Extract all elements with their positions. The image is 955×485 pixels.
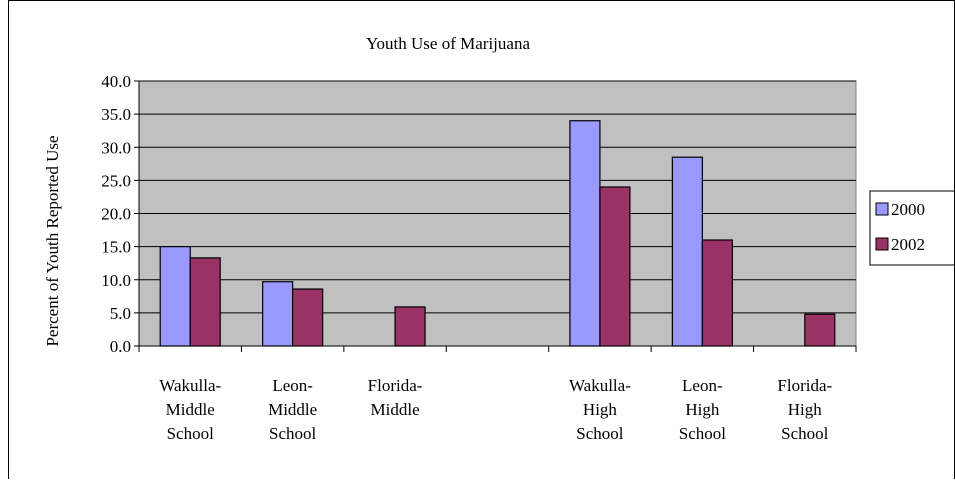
bar-2002 — [189, 257, 221, 347]
legend-label-2002: 2002 — [891, 235, 925, 254]
x-tick-label: Middle — [371, 400, 420, 419]
y-tick-label: 20.0 — [101, 205, 131, 224]
x-tick-label: High — [583, 400, 618, 419]
bar-2002 — [292, 288, 324, 347]
x-tick-label: Wakulla- — [159, 376, 221, 395]
bar-2000 — [159, 246, 191, 347]
bar-2002 — [701, 239, 733, 347]
plot-area: 0.0 5.0 10.0 15.0 20.0 25.0 30.0 35.0 40.0 Wakull… — [101, 72, 857, 443]
x-tick-label: Leon- — [682, 376, 723, 395]
y-axis-label: Percent of Youth Reported Use — [43, 135, 62, 346]
chart-frame: Youth Use of Marijuana 0.0 5.0 10.0 15.0 20.… — [8, 0, 955, 479]
y-tick-label: 30.0 — [101, 138, 131, 157]
chart-title: Youth Use of Marijuana — [366, 34, 530, 53]
x-tick-label: High — [788, 400, 823, 419]
x-tick-label: Florida- — [368, 376, 423, 395]
bar-2000 — [262, 281, 294, 347]
legend: 2000 2002 — [869, 190, 955, 266]
x-tick-label: Wakulla- — [569, 376, 631, 395]
legend-swatch-2000 — [875, 202, 889, 216]
bar-2002 — [599, 186, 631, 347]
bar-2002 — [804, 313, 836, 347]
y-tick-label: 0.0 — [110, 337, 131, 356]
x-tick-label: Florida- — [777, 376, 832, 395]
y-tick-label: 5.0 — [110, 304, 131, 323]
x-tick-label: School — [269, 424, 317, 443]
y-tick-label: 25.0 — [101, 171, 131, 190]
y-tick-label: 35.0 — [101, 105, 131, 124]
x-tick-label: Middle — [166, 400, 215, 419]
x-tick-label: Middle — [268, 400, 317, 419]
bar-2000 — [671, 156, 703, 347]
x-tick-label: School — [679, 424, 727, 443]
x-tick-label: School — [781, 424, 829, 443]
legend-swatch-2002 — [875, 237, 889, 251]
y-tick-label: 15.0 — [101, 238, 131, 257]
legend-label-2000: 2000 — [891, 200, 925, 219]
x-tick-label: Leon- — [272, 376, 313, 395]
x-tick-label: School — [167, 424, 215, 443]
y-tick-label: 40.0 — [101, 72, 131, 91]
bar-2000 — [569, 120, 601, 347]
bar-chart: Youth Use of Marijuana 0.0 5.0 10.0 15.0 20.… — [43, 34, 955, 443]
y-tick-label: 10.0 — [101, 271, 131, 290]
x-tick-label: School — [576, 424, 624, 443]
bar-2002 — [394, 306, 426, 347]
x-tick-label: High — [685, 400, 720, 419]
